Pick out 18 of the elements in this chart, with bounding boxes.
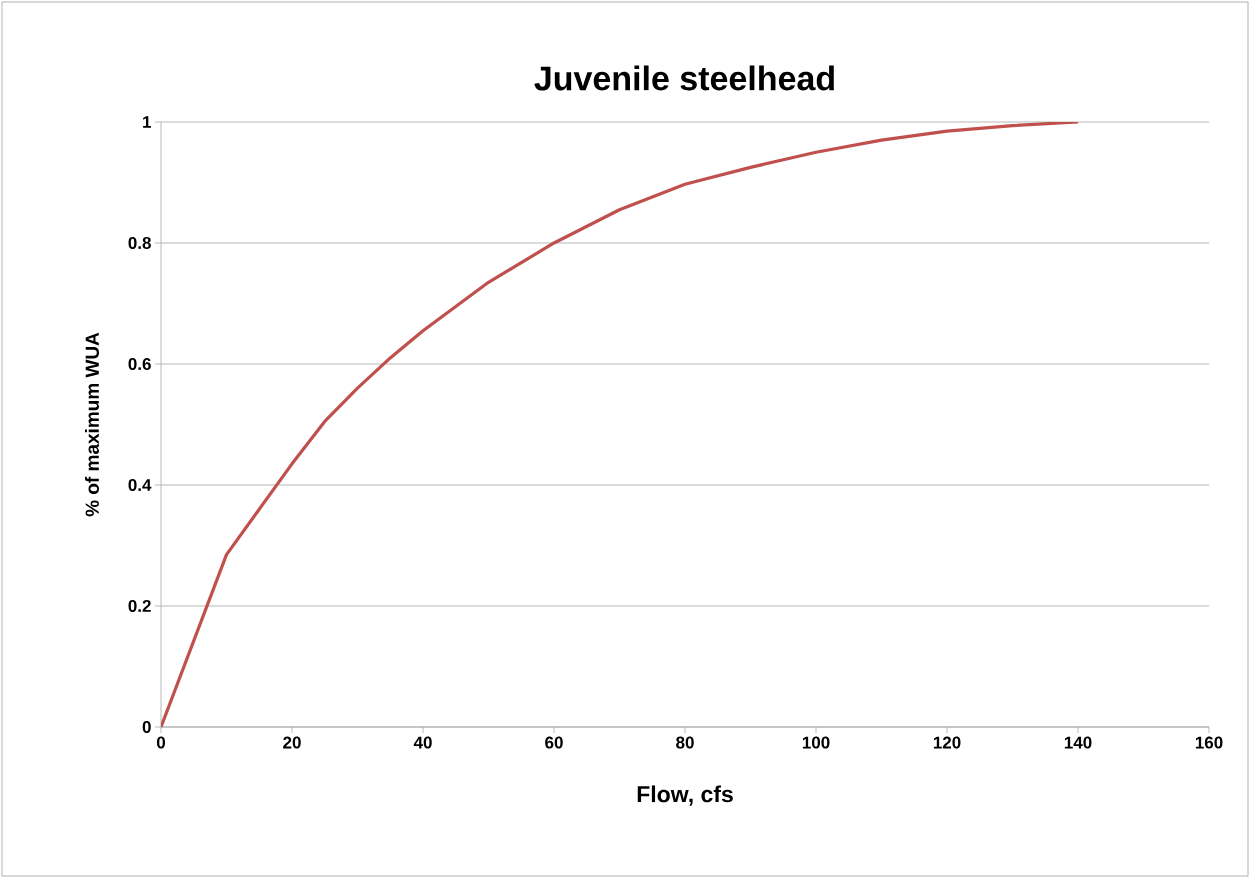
- y-tick-label: 0.4: [128, 478, 152, 492]
- x-tick-label: 80: [676, 736, 694, 749]
- chart-title: Juvenile steelhead: [534, 65, 834, 91]
- x-tick-label: 140: [1064, 736, 1092, 749]
- x-tick-label: 60: [545, 736, 563, 749]
- x-tick-label: 20: [283, 736, 301, 749]
- y-tick-label: 0.2: [128, 599, 151, 613]
- x-tick-label: 120: [933, 736, 961, 749]
- x-tick-label: 0: [156, 736, 166, 749]
- y-axis-title: % of maximum WUA: [85, 332, 99, 517]
- x-axis-title: Flow, cfs: [637, 785, 733, 806]
- x-tick-label: 40: [413, 736, 432, 749]
- y-tick-label: 0.8: [128, 236, 151, 250]
- x-tick-label: 160: [1195, 736, 1223, 749]
- x-tick-label: 100: [802, 736, 830, 749]
- y-tick-label: 0.6: [128, 357, 151, 371]
- y-tick-label: 0: [142, 720, 151, 734]
- y-tick-label: 1: [143, 116, 151, 128]
